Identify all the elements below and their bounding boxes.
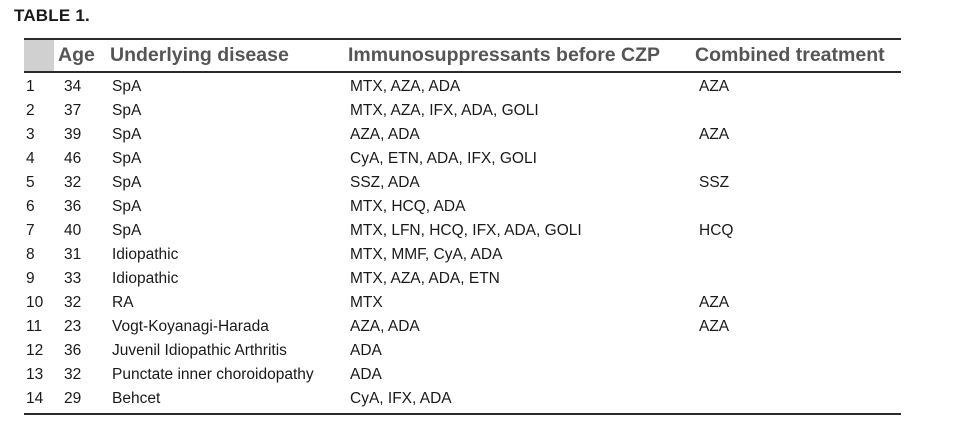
cell-immunosuppressants: AZA, ADA — [350, 318, 420, 335]
cell-underlying-disease: Punctate inner choroidopathy — [112, 366, 314, 383]
table-header: Age Underlying disease Immunosuppressant… — [24, 38, 901, 73]
cell-age: 40 — [64, 222, 82, 239]
cell-combined-treatment — [691, 243, 901, 267]
table-row: 5 32 SpA SSZ, ADA SSZ — [24, 171, 901, 195]
cell-number: 9 — [26, 270, 35, 287]
cell-number: 10 — [26, 294, 44, 311]
cell-number: 7 — [26, 222, 35, 239]
cell-number: 12 — [26, 342, 44, 359]
cell-combined-treatment — [691, 147, 901, 171]
cell-immunosuppressants: ADA — [350, 342, 382, 359]
table-row: 10 32 RA MTX AZA — [24, 291, 901, 315]
header-underlying-disease: Underlying disease — [106, 38, 344, 73]
cell-combined-treatment: AZA — [699, 294, 730, 311]
cell-underlying-disease: SpA — [112, 198, 142, 215]
table-row: 13 32 Punctate inner choroidopathy ADA — [24, 363, 901, 387]
cell-age: 32 — [64, 366, 82, 383]
table-row: 1 34 SpA MTX, AZA, ADA AZA — [24, 72, 901, 99]
table-row: 6 36 SpA MTX, HCQ, ADA — [24, 195, 901, 219]
cell-underlying-disease: Behcet — [106, 387, 344, 415]
table-row: 7 40 SpA MTX, LFN, HCQ, IFX, ADA, GOLI HCQ — [24, 219, 901, 243]
cell-combined-treatment — [691, 387, 901, 415]
cell-number: 14 — [24, 387, 54, 415]
cell-immunosuppressants: AZA, ADA — [350, 126, 420, 143]
cell-underlying-disease: SpA — [112, 222, 142, 239]
cell-age: 36 — [64, 198, 82, 215]
table-title: TABLE 1. — [14, 6, 90, 25]
cell-age: 31 — [64, 246, 82, 263]
cell-number: 11 — [26, 318, 43, 335]
cell-combined-treatment: AZA — [699, 78, 730, 95]
cell-number: 8 — [26, 246, 35, 263]
cell-number: 6 — [26, 198, 35, 215]
cell-immunosuppressants: SSZ, ADA — [350, 174, 420, 191]
cell-combined-treatment: SSZ — [699, 174, 730, 191]
cell-age: 37 — [64, 102, 82, 119]
cell-underlying-disease: Idiopathic — [112, 246, 179, 263]
cell-age: 46 — [64, 150, 82, 167]
cell-age: 34 — [64, 78, 82, 95]
cell-age: 29 — [54, 387, 106, 415]
cell-combined-treatment: AZA — [699, 318, 730, 335]
cell-immunosuppressants: CyA, IFX, ADA — [344, 387, 691, 415]
cell-underlying-disease: SpA — [112, 150, 142, 167]
cell-age: 32 — [64, 294, 82, 311]
cell-combined-treatment: HCQ — [699, 222, 734, 239]
cell-underlying-disease: SpA — [112, 174, 142, 191]
cell-underlying-disease: RA — [112, 294, 134, 311]
header-age: Age — [54, 38, 106, 73]
cell-combined-treatment — [691, 339, 901, 363]
cell-age: 36 — [64, 342, 82, 359]
cell-underlying-disease: SpA — [112, 126, 142, 143]
cell-immunosuppressants: ADA — [350, 366, 382, 383]
table-row: 9 33 Idiopathic MTX, AZA, ADA, ETN — [24, 267, 901, 291]
header-immunosuppressants: Immunosuppressants before CZP — [344, 38, 691, 73]
cell-age: 23 — [64, 318, 82, 335]
table-row: 14 29 Behcet CyA, IFX, ADA — [24, 387, 901, 415]
cell-age: 32 — [64, 174, 82, 191]
table-row: 3 39 SpA AZA, ADA AZA — [24, 123, 901, 147]
cell-combined-treatment — [691, 363, 901, 387]
cell-age: 39 — [64, 126, 82, 143]
table-row: 2 37 SpA MTX, AZA, IFX, ADA, GOLI — [24, 99, 901, 123]
cell-immunosuppressants: CyA, ETN, ADA, IFX, GOLI — [350, 150, 537, 167]
cell-age: 33 — [64, 270, 82, 287]
cell-number: 2 — [26, 102, 35, 119]
cell-immunosuppressants: MTX — [350, 294, 383, 311]
header-row: Age Underlying disease Immunosuppressant… — [24, 38, 901, 73]
table-row: 8 31 Idiopathic MTX, MMF, CyA, ADA — [24, 243, 901, 267]
data-table: Age Underlying disease Immunosuppressant… — [24, 38, 901, 415]
cell-immunosuppressants: MTX, AZA, IFX, ADA, GOLI — [350, 102, 539, 119]
header-number — [24, 38, 54, 73]
data-table-container: Age Underlying disease Immunosuppressant… — [24, 38, 901, 415]
cell-combined-treatment: AZA — [699, 126, 730, 143]
cell-underlying-disease: SpA — [112, 102, 142, 119]
cell-underlying-disease: Juvenil Idiopathic Arthritis — [112, 342, 287, 359]
cell-immunosuppressants: MTX, AZA, ADA — [350, 78, 461, 95]
cell-underlying-disease: Vogt-Koyanagi-Harada — [112, 318, 269, 335]
table-row: 12 36 Juvenil Idiopathic Arthritis ADA — [24, 339, 901, 363]
cell-underlying-disease: SpA — [112, 78, 142, 95]
table-row: 11 23 Vogt-Koyanagi-Harada AZA, ADA AZA — [24, 315, 901, 339]
header-combined-treatment: Combined treatment — [691, 38, 901, 73]
cell-underlying-disease: Idiopathic — [112, 270, 179, 287]
cell-number: 13 — [26, 366, 44, 383]
cell-combined-treatment — [691, 267, 901, 291]
cell-combined-treatment — [691, 99, 901, 123]
cell-immunosuppressants: MTX, AZA, ADA, ETN — [350, 270, 500, 287]
cell-number: 4 — [26, 150, 35, 167]
cell-number: 5 — [26, 174, 35, 191]
table-body: 1 34 SpA MTX, AZA, ADA AZA 2 37 SpA MTX, AZA, IF… — [24, 72, 901, 415]
table-row: 4 46 SpA CyA, ETN, ADA, IFX, GOLI — [24, 147, 901, 171]
cell-number: 3 — [26, 126, 35, 143]
cell-combined-treatment — [691, 195, 901, 219]
cell-immunosuppressants: MTX, MMF, CyA, ADA — [350, 246, 503, 263]
cell-immunosuppressants: MTX, HCQ, ADA — [350, 198, 466, 215]
cell-immunosuppressants: MTX, LFN, HCQ, IFX, ADA, GOLI — [350, 222, 582, 239]
cell-number: 1 — [26, 78, 35, 95]
